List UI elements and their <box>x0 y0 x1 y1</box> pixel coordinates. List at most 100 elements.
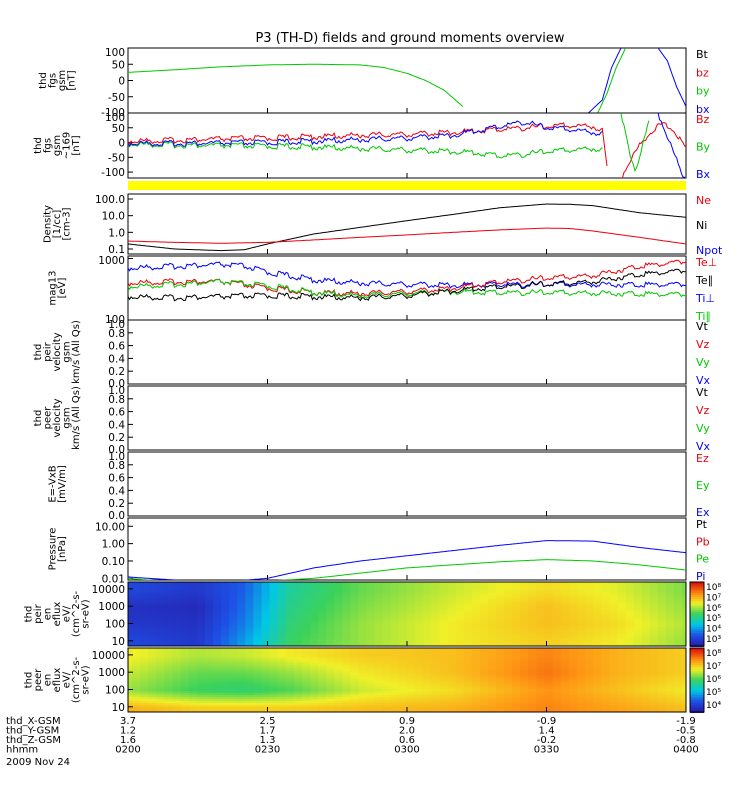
spectrogram-cell <box>132 680 142 683</box>
spectrogram-cell <box>390 686 400 689</box>
spectrogram-cell <box>479 616 489 619</box>
spectrogram-cell <box>132 694 142 697</box>
spectrogram-cell <box>318 610 328 613</box>
spectrogram-cell <box>310 696 319 699</box>
spectrogram-cell <box>544 590 554 593</box>
spectrogram-cell <box>512 690 522 693</box>
spectrogram-cell <box>390 632 400 635</box>
spectrogram-cell <box>164 586 174 589</box>
spectrogram-cell <box>633 674 643 677</box>
spectrogram-cell <box>544 628 554 631</box>
y-axis-label-line: gsm <box>52 135 63 156</box>
spectrogram-cell <box>504 680 514 683</box>
spectrogram-cell <box>568 652 578 655</box>
spectrogram-cell <box>342 584 352 587</box>
spectrogram-cell <box>520 620 530 623</box>
spectrogram-cell <box>431 584 441 587</box>
spectrogram-cell <box>164 636 174 639</box>
spectrogram-cell <box>584 588 594 591</box>
spectrogram-cell <box>439 604 449 607</box>
spectrogram-cell <box>665 586 675 589</box>
spectrogram-cell <box>398 604 408 607</box>
spectrogram-cell <box>245 692 255 695</box>
spectrogram-cell <box>528 640 538 643</box>
spectrogram-cell <box>601 654 611 657</box>
spectrogram-cell <box>447 590 457 593</box>
spectrogram-cell <box>633 690 643 693</box>
spectrogram-cell <box>665 606 675 609</box>
spectrogram-cell <box>277 594 287 597</box>
spectrogram-cell <box>156 666 166 669</box>
spectrogram-cell <box>156 600 166 603</box>
spectrogram-cell <box>140 632 150 635</box>
spectrogram-cell <box>584 678 594 681</box>
spectrogram-cell <box>496 596 505 599</box>
spectrogram-cell <box>576 638 586 641</box>
spectrogram-cell <box>447 678 457 681</box>
spectrogram-cell <box>455 662 465 665</box>
spectrogram-cell <box>188 582 198 585</box>
spectrogram-cell <box>528 642 538 645</box>
spectrogram-cell <box>342 676 352 679</box>
spectrogram-cell <box>439 708 449 711</box>
spectrogram-cell <box>188 586 198 589</box>
y-tick-label: 1.00 <box>102 539 125 551</box>
spectrogram-cell <box>188 584 198 587</box>
spectrogram-cell <box>326 708 336 711</box>
spectrogram-cell <box>536 704 546 707</box>
spectrogram-cell <box>196 602 206 605</box>
spectrogram-cell <box>326 658 336 661</box>
spectrogram-cell <box>310 662 319 665</box>
spectrogram-cell <box>358 668 368 671</box>
spectrogram-cell <box>180 666 190 669</box>
spectrogram-cell <box>552 666 562 669</box>
spectrogram-cell <box>196 608 206 611</box>
spectrogram-cell <box>544 658 554 661</box>
spectrogram-cell <box>447 584 457 587</box>
spectrogram-cell <box>633 616 643 619</box>
colorbar-swatch <box>690 652 704 656</box>
spectrogram-cell <box>544 692 554 695</box>
spectrogram-cell <box>342 654 352 657</box>
spectrogram-cell <box>196 654 206 657</box>
spectrogram-cell <box>576 592 586 595</box>
spectrogram-cell <box>512 658 522 661</box>
spectrogram-cell <box>132 706 142 709</box>
spectrogram-cell <box>463 592 473 595</box>
spectrogram-cell <box>560 638 570 641</box>
spectrogram-cell <box>487 618 497 621</box>
spectrogram-cell <box>285 630 295 633</box>
spectrogram-cell <box>358 586 368 589</box>
spectrogram-cell <box>245 674 255 677</box>
spectrogram-cell <box>633 694 643 697</box>
y-tick-label: -50 <box>108 152 125 164</box>
spectrogram-cell <box>447 664 457 667</box>
colorbar-swatch <box>690 673 704 677</box>
spectrogram-cell <box>487 628 497 631</box>
spectrogram-cell <box>180 638 190 641</box>
spectrogram-cell <box>212 638 222 641</box>
spectrogram-cell <box>439 666 449 669</box>
spectrogram-cell <box>358 626 368 629</box>
colorbar-swatch <box>690 594 704 598</box>
spectrogram-cell <box>188 664 198 667</box>
spectrogram-cell <box>536 656 546 659</box>
spectrogram-cell <box>318 638 328 641</box>
spectrogram-cell <box>504 608 514 611</box>
spectrogram-cell <box>512 592 522 595</box>
spectrogram-cell <box>334 680 344 683</box>
spectrogram-cell <box>673 606 683 609</box>
spectrogram-cell <box>172 674 182 677</box>
spectrogram-cell <box>447 634 457 637</box>
spectrogram-cell <box>212 682 222 685</box>
spectrogram-cell <box>601 598 611 601</box>
spectrogram-cell <box>673 588 683 591</box>
spectrogram-cell <box>245 662 255 665</box>
legend-efield-entry: Ez <box>696 452 709 465</box>
spectrogram-cell <box>601 606 611 609</box>
spectrogram-cell <box>204 590 214 593</box>
spectrogram-cell <box>536 654 546 657</box>
spectrogram-cell <box>221 584 231 587</box>
spectrogram-cell <box>128 678 133 681</box>
spectrogram-cell <box>156 584 166 587</box>
